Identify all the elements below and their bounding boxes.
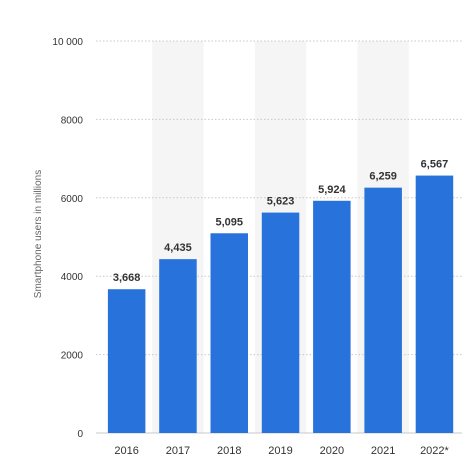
y-tick-label: 8000: [61, 115, 84, 126]
value-labels: 3,668 4,435 5,095 5,623 5,924 6,259 6,567: [113, 159, 448, 285]
bars: [107, 175, 454, 433]
bar: [313, 200, 351, 433]
x-tick-label: 2020: [320, 445, 344, 457]
y-axis-title: Smartphone users in millions: [33, 170, 44, 298]
x-tick-label: 2018: [217, 445, 241, 457]
value-label: 5,095: [215, 216, 243, 228]
x-tick-label: 2021: [371, 445, 395, 457]
bar: [210, 233, 248, 433]
value-label: 3,668: [113, 272, 141, 284]
bar: [159, 259, 197, 433]
x-tick-label: 2016: [114, 445, 138, 457]
value-label: 6,567: [421, 159, 449, 171]
y-tick-label: 6000: [61, 194, 84, 205]
x-tick-label: 2017: [166, 445, 190, 457]
y-tick-label: 0: [77, 429, 83, 440]
bar: [107, 289, 146, 433]
x-tick-label: 2022*: [420, 445, 449, 457]
value-label: 5,623: [267, 196, 295, 208]
y-axis-ticks: 0 2000 4000 6000 8000 10 000: [52, 37, 83, 440]
y-tick-label: 4000: [61, 272, 84, 283]
bar: [261, 212, 300, 433]
value-label: 4,435: [164, 242, 192, 254]
bar: [415, 175, 454, 433]
x-tick-label: 2019: [268, 445, 292, 457]
bar: [364, 187, 402, 433]
value-label: 5,924: [318, 184, 346, 196]
value-label: 6,259: [369, 171, 397, 183]
x-axis-ticks: 2016 2017 2018 2019 2020 2021 2022*: [114, 445, 449, 457]
y-tick-label: 10 000: [52, 37, 83, 48]
y-tick-label: 2000: [61, 351, 84, 362]
